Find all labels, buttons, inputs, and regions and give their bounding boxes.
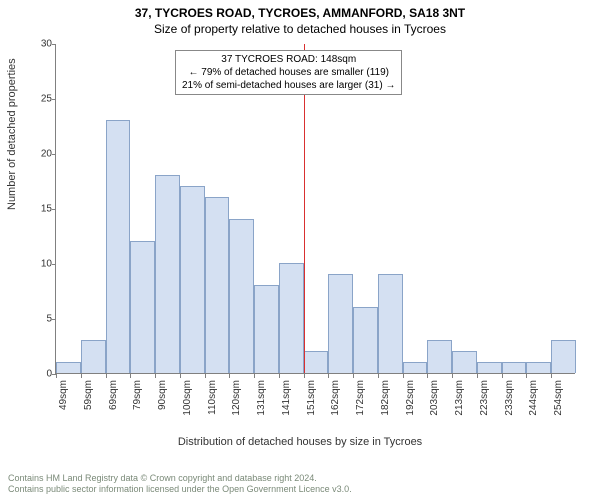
- x-tick-mark: [502, 374, 503, 378]
- histogram-bar: [205, 197, 230, 373]
- x-tick-label: 172sqm: [355, 380, 366, 430]
- x-tick-label: 110sqm: [207, 380, 218, 430]
- x-tick-mark: [56, 374, 57, 378]
- histogram-bar: [328, 274, 353, 373]
- x-tick-mark: [205, 374, 206, 378]
- histogram-bar: [254, 285, 279, 373]
- x-tick-mark: [229, 374, 230, 378]
- chart-container: 37, TYCROES ROAD, TYCROES, AMMANFORD, SA…: [0, 0, 600, 500]
- annotation-line-2: ← 79% of detached houses are smaller (11…: [182, 66, 395, 79]
- x-tick-mark: [304, 374, 305, 378]
- y-axis-label: Number of detached properties: [6, 58, 18, 210]
- x-tick-mark: [403, 374, 404, 378]
- x-tick-label: 213sqm: [454, 380, 465, 430]
- annotation-box: 37 TYCROES ROAD: 148sqm ← 79% of detache…: [175, 50, 402, 95]
- x-tick-mark: [477, 374, 478, 378]
- y-tick-label: 10: [24, 259, 52, 270]
- histogram-bar: [229, 219, 254, 373]
- histogram-bar: [551, 340, 576, 373]
- histogram-bar: [180, 186, 205, 373]
- x-tick-label: 120sqm: [231, 380, 242, 430]
- footer-line-1: Contains HM Land Registry data © Crown c…: [8, 473, 592, 485]
- x-tick-mark: [328, 374, 329, 378]
- y-tick-mark: [52, 44, 56, 45]
- histogram-bar: [81, 340, 106, 373]
- x-tick-label: 162sqm: [330, 380, 341, 430]
- x-tick-mark: [551, 374, 552, 378]
- x-tick-mark: [180, 374, 181, 378]
- x-tick-mark: [353, 374, 354, 378]
- x-tick-mark: [81, 374, 82, 378]
- x-tick-mark: [106, 374, 107, 378]
- chart-title-2: Size of property relative to detached ho…: [0, 20, 600, 36]
- histogram-bar: [155, 175, 180, 373]
- histogram-bar: [106, 120, 131, 373]
- y-tick-mark: [52, 99, 56, 100]
- histogram-bar: [452, 351, 477, 373]
- y-tick-mark: [52, 264, 56, 265]
- x-tick-mark: [452, 374, 453, 378]
- x-tick-label: 100sqm: [182, 380, 193, 430]
- x-tick-label: 131sqm: [256, 380, 267, 430]
- x-tick-mark: [279, 374, 280, 378]
- histogram-bar: [304, 351, 329, 373]
- x-tick-label: 223sqm: [479, 380, 490, 430]
- x-tick-label: 90sqm: [157, 380, 168, 430]
- histogram-bar: [130, 241, 155, 373]
- x-tick-label: 49sqm: [58, 380, 69, 430]
- y-tick-label: 5: [24, 314, 52, 325]
- x-tick-label: 79sqm: [132, 380, 143, 430]
- y-tick-mark: [52, 319, 56, 320]
- y-tick-label: 30: [24, 39, 52, 50]
- histogram-bar: [403, 362, 428, 373]
- y-tick-label: 15: [24, 204, 52, 215]
- histogram-bar: [526, 362, 551, 373]
- x-tick-mark: [130, 374, 131, 378]
- x-tick-label: 192sqm: [405, 380, 416, 430]
- x-tick-mark: [378, 374, 379, 378]
- x-tick-label: 69sqm: [108, 380, 119, 430]
- histogram-bar: [353, 307, 378, 373]
- footer: Contains HM Land Registry data © Crown c…: [8, 473, 592, 496]
- annotation-line-1: 37 TYCROES ROAD: 148sqm: [182, 53, 395, 66]
- x-tick-mark: [427, 374, 428, 378]
- footer-line-2: Contains public sector information licen…: [8, 484, 592, 496]
- y-tick-label: 0: [24, 369, 52, 380]
- x-tick-label: 141sqm: [281, 380, 292, 430]
- histogram-bar: [477, 362, 502, 373]
- x-tick-label: 254sqm: [553, 380, 564, 430]
- x-axis-label: Distribution of detached houses by size …: [0, 436, 600, 448]
- x-tick-label: 233sqm: [504, 380, 515, 430]
- x-tick-label: 203sqm: [429, 380, 440, 430]
- annotation-line-3: 21% of semi-detached houses are larger (…: [182, 79, 395, 92]
- y-tick-mark: [52, 154, 56, 155]
- histogram-bar: [427, 340, 452, 373]
- x-tick-mark: [526, 374, 527, 378]
- x-tick-mark: [155, 374, 156, 378]
- y-tick-mark: [52, 209, 56, 210]
- x-tick-label: 59sqm: [83, 380, 94, 430]
- y-tick-label: 20: [24, 149, 52, 160]
- histogram-bar: [502, 362, 527, 373]
- histogram-bar: [56, 362, 81, 373]
- histogram-bar: [279, 263, 304, 373]
- x-tick-label: 151sqm: [306, 380, 317, 430]
- x-tick-mark: [254, 374, 255, 378]
- x-tick-label: 244sqm: [528, 380, 539, 430]
- x-tick-label: 182sqm: [380, 380, 391, 430]
- chart-title-1: 37, TYCROES ROAD, TYCROES, AMMANFORD, SA…: [0, 0, 600, 20]
- y-tick-label: 25: [24, 94, 52, 105]
- histogram-bar: [378, 274, 403, 373]
- chart-area: 05101520253049sqm59sqm69sqm79sqm90sqm100…: [55, 44, 575, 374]
